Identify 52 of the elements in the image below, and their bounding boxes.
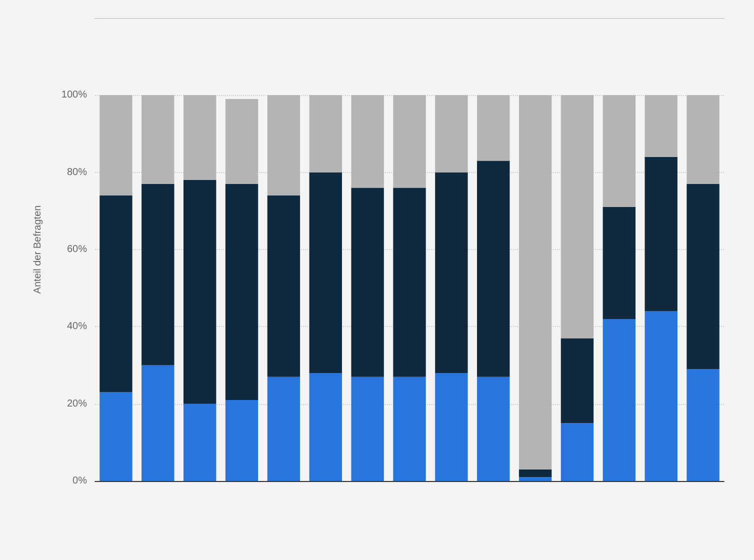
bar: [267, 95, 300, 196]
bar: [183, 180, 216, 404]
bar: [518, 95, 552, 470]
y-tick-label: 80%: [66, 166, 88, 178]
bar: [644, 311, 678, 481]
bar: [560, 95, 594, 338]
bar: [477, 160, 510, 377]
bar: [351, 95, 384, 188]
bar: [142, 95, 174, 184]
bar: [435, 172, 468, 373]
bar: [225, 400, 258, 481]
bar: [435, 372, 468, 481]
bar: [183, 404, 216, 481]
bar: [686, 95, 720, 184]
bar: [225, 184, 258, 400]
bar: [267, 195, 300, 377]
bar: [309, 95, 342, 172]
bar: [477, 376, 510, 481]
bar: [644, 156, 678, 312]
bar: [183, 95, 216, 180]
bar: [393, 188, 426, 377]
y-tick-label: 60%: [66, 244, 88, 255]
bar: [309, 172, 342, 373]
bar: [351, 188, 384, 377]
bar: [267, 376, 300, 481]
bar: [602, 95, 636, 208]
bar: [393, 376, 426, 481]
y-tick-label: 20%: [66, 398, 88, 410]
bar: [225, 99, 258, 184]
bar: [602, 207, 636, 319]
bar: [309, 372, 342, 481]
bar: [393, 95, 426, 188]
y-tick-label: 100%: [61, 90, 88, 101]
bar: [477, 95, 510, 161]
bar: [142, 184, 174, 366]
bar: [518, 469, 552, 478]
y-tick-label: 40%: [66, 321, 88, 332]
bar: [100, 195, 132, 392]
bar: [100, 392, 132, 481]
bar: [518, 477, 552, 481]
bar: [602, 318, 636, 481]
bar: [644, 95, 678, 157]
bar: [560, 338, 594, 424]
bar: [142, 365, 174, 481]
bar: [100, 95, 132, 196]
bar: [435, 95, 468, 172]
y-axis-title: Anteil der Befragten: [32, 205, 44, 294]
bar: [686, 369, 720, 481]
y-tick-label: 0%: [72, 476, 88, 486]
bar: [560, 423, 594, 481]
bar: [351, 376, 384, 481]
bar: [686, 184, 720, 370]
